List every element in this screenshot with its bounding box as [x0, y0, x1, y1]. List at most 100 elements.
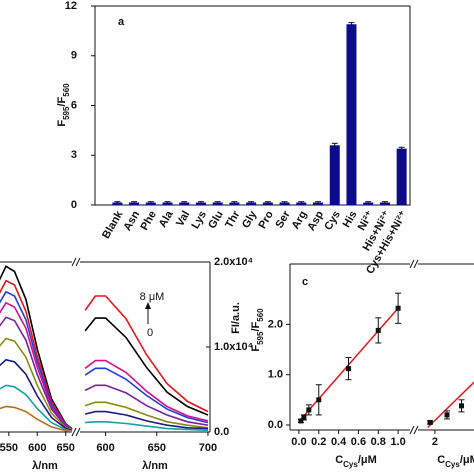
spectrum-line [84, 401, 209, 429]
bar [212, 202, 223, 205]
bar [195, 202, 206, 205]
data-point [346, 366, 352, 372]
x-tick-label: 1.0 [390, 436, 405, 448]
bar [162, 202, 173, 205]
x-tick-label: Cys [322, 209, 342, 232]
y-axis-title-part: 560 [62, 83, 71, 97]
x-tick-label: 0.2 [311, 436, 326, 448]
y-axis-title-part: 560 [256, 308, 265, 322]
spectrum-line [84, 359, 209, 422]
data-point [444, 412, 450, 418]
x-tick-label: Lys [189, 209, 209, 231]
x-tick-label: Asn [121, 209, 142, 233]
x-tick-label: Ser [273, 208, 293, 230]
x-axis-title-part: C [335, 454, 343, 466]
bar [396, 148, 407, 205]
spectrum-line [85, 421, 209, 432]
y-axis-title-part: 595 [62, 106, 71, 120]
y-tick-label: 12 [65, 0, 77, 12]
bar [179, 202, 190, 205]
y-tick-label: 6 [71, 99, 77, 111]
y-axis-title: F595/F560 [56, 83, 71, 127]
bar [246, 202, 257, 205]
axis-break [71, 427, 77, 437]
x-tick-label: 2 [432, 436, 438, 448]
bar [262, 202, 273, 205]
y-axis-title-part: F [56, 120, 68, 127]
data-point [316, 397, 322, 403]
axis-break [71, 257, 77, 267]
bar [329, 145, 340, 205]
bar [279, 202, 290, 205]
y-axis-title-part: /F [250, 321, 262, 331]
y-axis-title-part: 595 [256, 331, 265, 345]
x-tick-label: 650 [57, 442, 75, 454]
axis-break [409, 425, 415, 435]
y-axis-title-part: /F [56, 96, 68, 106]
y-tick-label: 1.0 [268, 369, 283, 381]
bar [346, 24, 357, 205]
x-tick-label: Glu [206, 209, 226, 231]
x-tick-label: 600 [96, 442, 114, 454]
fit-line [427, 381, 474, 429]
x-axis-title-part: C [437, 454, 445, 466]
spectrum-line [84, 367, 209, 424]
bar [379, 202, 390, 205]
bar [363, 202, 374, 205]
spectrum-line [0, 405, 73, 433]
spectrum-line [84, 410, 209, 430]
y-tick-label: 2.0 [268, 318, 283, 330]
axis-break [75, 257, 81, 267]
y-tick-label: 2.0x10⁴ [214, 256, 253, 268]
bar [229, 202, 240, 205]
spectrum-line [0, 316, 73, 431]
x-axis-title: CCys/μM [437, 454, 474, 469]
x-tick-label: Ala [157, 208, 176, 230]
data-point [395, 305, 401, 311]
annotation-arrowhead [145, 302, 151, 309]
x-axis-title: λ/nm [32, 460, 58, 472]
y-axis-title-part: F [250, 345, 262, 352]
x-axis-title-part: /μM [460, 454, 474, 466]
x-tick-label: 650 [148, 442, 166, 454]
x-tick-label: 0.0 [291, 436, 306, 448]
spectrum-line [0, 301, 73, 431]
x-tick-label: Phe [138, 209, 158, 232]
y-tick-label: 0.0 [268, 419, 283, 431]
bar [112, 202, 123, 205]
x-tick-label: 0.8 [371, 436, 386, 448]
y-axis-title: F595/F560 [250, 308, 265, 352]
spectrum-line [84, 295, 209, 413]
x-tick-label: 700 [199, 442, 217, 454]
spectrum-line [0, 337, 73, 431]
spectrum-line [0, 265, 73, 430]
data-point [427, 419, 433, 425]
data-point [301, 414, 307, 420]
axis-break [413, 425, 419, 435]
annotation: 8 μM [140, 291, 165, 303]
bar [145, 202, 156, 205]
spectrum-line [84, 317, 209, 416]
y-axis-title: FI/a.u. [230, 302, 242, 334]
x-axis-title: λ/nm [142, 460, 168, 472]
axis-break [409, 259, 415, 269]
x-tick-label: 600 [28, 442, 46, 454]
plot-frame [94, 5, 411, 206]
spectrum-line [84, 384, 209, 426]
x-tick-label: 0.6 [351, 436, 366, 448]
data-point [375, 327, 381, 333]
x-tick-label: Gly [240, 208, 260, 230]
x-tick-label: 550 [0, 442, 18, 454]
y-tick-label: 3 [71, 149, 77, 161]
bar [296, 202, 307, 205]
x-tick-label: Thr [223, 208, 243, 230]
y-tick-label: 1.0x10⁴ [214, 341, 253, 353]
bar [313, 202, 324, 205]
bar [129, 202, 140, 205]
axis-break [413, 259, 419, 269]
data-point [306, 407, 312, 413]
x-tick-label: Pro [256, 209, 276, 231]
annotation: 0 [147, 327, 153, 339]
spectrum-line [0, 384, 73, 432]
